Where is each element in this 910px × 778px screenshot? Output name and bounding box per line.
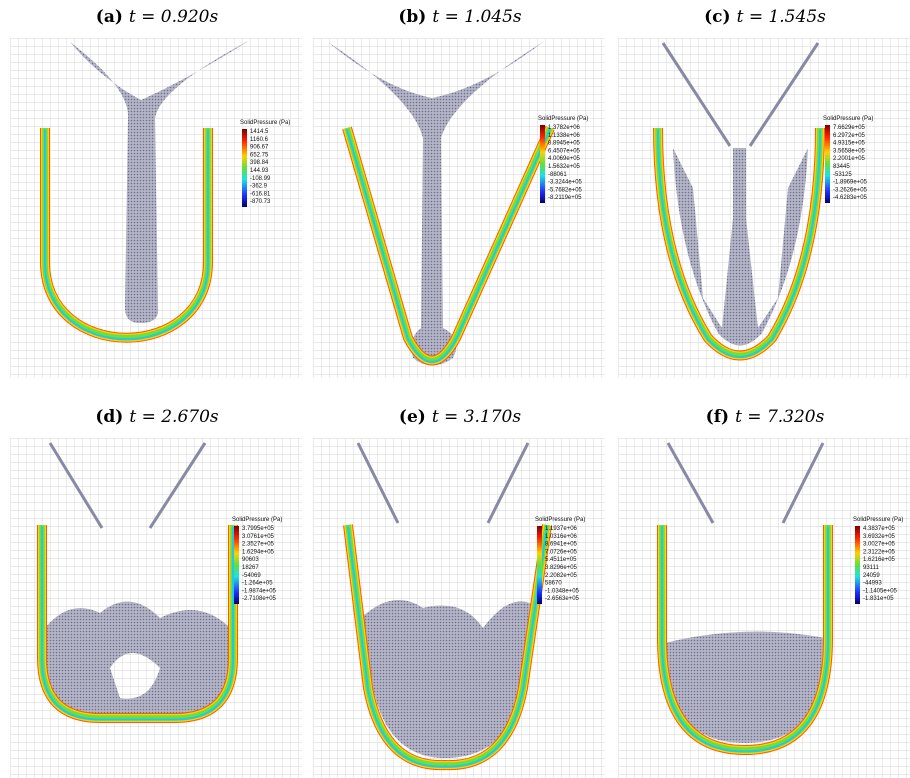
legend-value: 3.6932e+05 [863,534,896,540]
colorbar [242,129,247,207]
legend-value: -1.1405e+05 [863,588,898,594]
legend-value: 1.1937e+06 [545,526,578,532]
legend-value: -3.2626e+05 [833,187,868,193]
legend-value: -108.99 [250,176,271,182]
legend-value: 18267 [242,565,259,571]
panel-caption: (f) t = 7.320s [706,407,825,427]
panel: SolidPressure (Pa) 7.6629e+05 6.2972e+05 4.… [618,38,910,378]
colorbar [537,526,542,604]
legend-value: -88061 [548,172,567,178]
panel: SolidPressure (Pa) 4.3837e+05 3.6932e+05 3.… [618,438,910,778]
legend-title: SolidPressure (Pa) [240,120,290,126]
legend-value: 7.6629e+05 [833,125,866,131]
panel-caption: (d) t = 2.670s [95,407,219,427]
legend-value: -1.0348e+05 [545,588,580,594]
legend-value: -616.81 [250,191,271,197]
panel-caption: (e) t = 3.170s [399,407,521,427]
legend-value: -8.2119e+05 [548,195,582,201]
legend-value: -1.831e+05 [863,596,894,602]
panel-caption: (b) t = 1.045s [398,7,522,27]
legend-value: 7.0726e+05 [545,549,578,555]
legend-value: 24059 [863,573,880,579]
legend-value: 8.8945e+05 [548,141,581,147]
panel-caption: (c) t = 1.545s [704,7,826,27]
panel-time: t = 3.170s [432,407,522,427]
legend-value: -54069 [242,573,261,579]
legend-value: 1.6216e+05 [863,557,896,563]
panel-label: (c) [704,7,730,27]
legend-value: 2.2082e+05 [545,573,578,579]
panel: SolidPressure (Pa) 3.7995e+05 3.0761e+05 2.… [10,438,302,778]
legend-value: 4.0069e+05 [548,156,581,162]
legend-value: 1.0316e+06 [545,534,578,540]
panel: SolidPressure (Pa) 1.3782e+06 1.1338e+06 8.… [313,38,605,378]
legend-value: 83445 [833,164,850,170]
legend-value: -2.7108e+05 [242,596,277,602]
legend-value: 906.67 [250,145,269,151]
colorbar [825,125,830,203]
legend-value: 93111 [863,565,879,571]
legend-title: SolidPressure (Pa) [535,517,585,523]
legend-value: 3.5658e+05 [833,148,866,154]
legend-value: 3.0027e+05 [863,542,896,548]
legend-value: -1.8969e+05 [833,180,868,186]
panel-label: (e) [399,407,426,427]
legend-value: 144.93 [250,168,269,174]
panel-label: (d) [95,407,123,427]
legend-value: -53125 [833,172,852,178]
colorbar [234,526,239,604]
legend-value: 6.4507e+05 [548,148,581,154]
legend-value: 3.7995e+05 [242,526,275,532]
legend-value: 398.84 [250,160,269,166]
panel-label: (f) [706,407,729,427]
legend-title: SolidPressure (Pa) [853,517,903,523]
colorbar [540,125,545,203]
legend-value: 1.5632e+05 [548,164,581,170]
legend-title: SolidPressure (Pa) [823,116,873,122]
legend-value: 1.6294e+05 [242,549,275,555]
panel-time: t = 1.045s [432,7,522,27]
legend-value: 1.1338e+06 [548,133,581,139]
legend-value: 90603 [242,557,259,563]
legend-value: -1.9874e+05 [242,588,277,594]
panel: SolidPressure (Pa) 1.1937e+06 1.0316e+06 8.… [313,438,605,778]
legend-value: 1.3782e+06 [548,125,581,131]
legend-value: 8.6941e+05 [545,542,578,548]
legend-value: 5.4511e+05 [545,557,577,563]
mesh-grid [10,438,302,778]
legend-value: 6.2972e+05 [833,133,866,139]
legend-value: 3.8296e+05 [545,565,578,571]
panel-time: t = 2.670s [129,407,219,427]
legend-value: 2.3527e+05 [242,542,275,548]
panel-caption: (a) t = 0.920s [96,7,219,27]
colorbar [855,526,860,604]
legend-title: SolidPressure (Pa) [232,517,282,523]
legend-value: -870.73 [250,199,271,205]
panel-label: (b) [398,7,426,27]
legend-value: 2.3122e+05 [863,549,896,555]
legend-value: -4.6283e+05 [833,195,868,201]
panel-time: t = 1.545s [737,7,827,27]
legend-value: 2.2001e+05 [833,156,866,162]
legend-value: -362.9 [250,184,268,190]
legend-value: 58670 [545,581,562,587]
panel: SolidPressure (Pa) 1414.5 1160.6 906.67652.… [10,38,302,378]
legend-value: 652.75 [250,152,269,158]
legend-value: 4.9315e+05 [833,141,866,147]
legend-value: -5.7682e+05 [548,187,583,193]
legend-value: 1160.6 [250,137,269,143]
panel-label: (a) [96,7,123,27]
legend-value: -44993 [863,581,882,587]
legend-value: 4.3837e+05 [863,526,896,532]
legend-value: 3.0761e+05 [242,534,275,540]
legend-value: 1414.5 [250,129,269,135]
legend-value: -2.6563e+05 [545,596,580,602]
panel-time: t = 7.320s [735,407,825,427]
panel-time: t = 0.920s [129,7,219,27]
legend-title: SolidPressure (Pa) [538,116,588,122]
legend-value: -1.264e+05 [242,581,273,587]
legend-value: -3.3244e+05 [548,180,583,186]
figure: (a) t = 0.920s SolidPressure (Pa) 1414.5 116… [0,0,910,778]
